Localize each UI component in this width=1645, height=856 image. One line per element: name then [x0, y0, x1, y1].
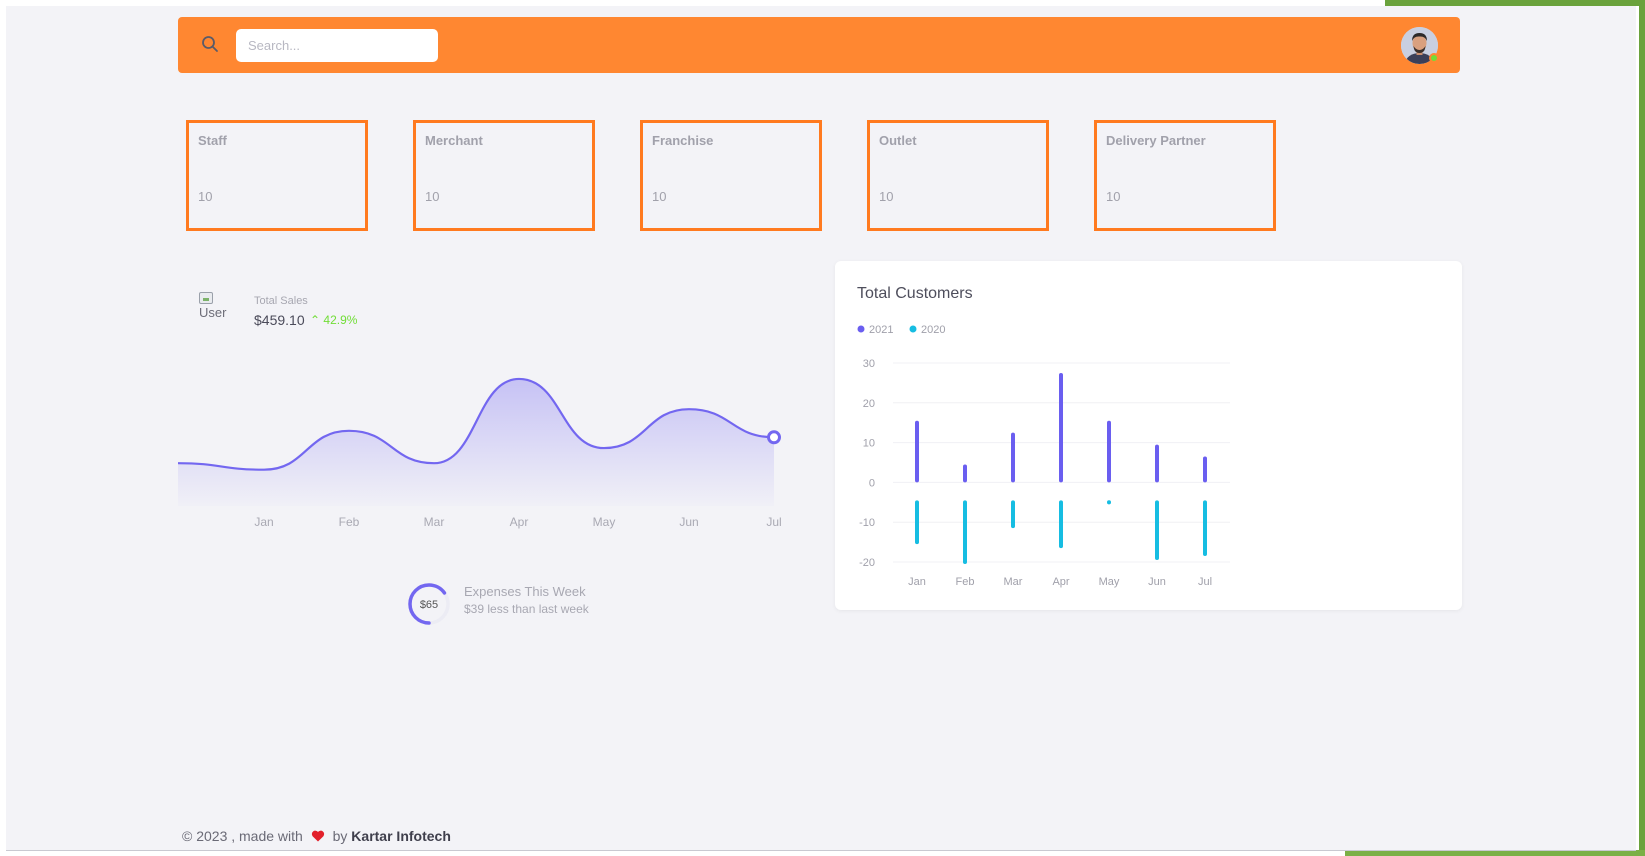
expenses-subtitle: $39 less than last week	[464, 602, 589, 616]
sales-change: ⌃ 42.9%	[310, 313, 357, 327]
total-customers-card: Total Customers 2021 2020 30 20 10 0 -10 -20 Jan…	[835, 261, 1462, 610]
chevron-up-icon: ⌃	[310, 313, 321, 327]
x-tick-label: Mar	[424, 515, 445, 529]
slide-decoration-right	[1639, 0, 1645, 856]
ring-progress	[408, 583, 450, 625]
company-link[interactable]: Kartar Infotech	[351, 828, 451, 844]
x-tick-label: Jun	[679, 515, 698, 529]
x-tick-label: Jul	[766, 515, 781, 529]
top-navbar	[178, 17, 1460, 73]
y-tick-label: 30	[863, 358, 875, 370]
stat-title: Merchant	[425, 133, 483, 148]
y-tick-label: -10	[859, 517, 875, 529]
total-sales-label: Total Sales	[254, 295, 308, 307]
x-tick-label: Apr	[510, 515, 529, 529]
expenses-amount: $65	[420, 599, 438, 611]
x-tick-label: Mar	[1004, 576, 1023, 588]
footer-prefix: © 2023 , made with	[182, 828, 303, 844]
total-sales-value: $459.10	[254, 312, 305, 328]
legend-marker	[909, 325, 917, 333]
sales-change-value: 42.9%	[323, 313, 358, 327]
heart-icon	[311, 830, 324, 842]
x-tick-label: Jun	[1148, 576, 1166, 588]
x-tick-label: Feb	[339, 515, 360, 529]
stat-title: Franchise	[652, 133, 714, 148]
search-input[interactable]	[236, 29, 438, 62]
x-tick-label: May	[1099, 576, 1120, 588]
y-tick-label: 0	[869, 477, 875, 489]
user-image-broken: User	[199, 292, 235, 320]
y-tick-label: -20	[859, 557, 875, 569]
sales-line-series	[178, 377, 775, 471]
x-tick-label: May	[593, 515, 616, 529]
stat-value: 10	[198, 189, 213, 204]
legend-label: 2020	[921, 324, 945, 336]
y-tick-label: 20	[863, 398, 875, 410]
expenses-progress-ring: $65	[408, 583, 450, 625]
total-customers-chart: 2021 2020 30 20 10 0 -10 -20 Jan Feb Mar Apr May Jun J…	[857, 324, 1230, 588]
x-tick-label: Jan	[254, 515, 273, 529]
slide-decoration-top	[1385, 0, 1645, 6]
stat-title: Staff	[198, 133, 227, 148]
footer: © 2023 , made with by Kartar Infotech	[182, 828, 451, 844]
footer-by: by	[332, 828, 348, 844]
stat-value: 10	[1106, 189, 1121, 204]
legend-label: 2021	[869, 324, 893, 336]
x-tick-label: Jul	[1198, 576, 1212, 588]
y-tick-label: 10	[863, 438, 875, 450]
stat-value: 10	[879, 189, 894, 204]
image-alt-text: User	[199, 305, 227, 320]
stat-card-delivery-partner[interactable]: Delivery Partner 10	[1094, 120, 1276, 231]
online-status-dot	[1429, 53, 1439, 63]
sales-line-chart: Jan Feb Mar Apr May Jun Jul	[178, 377, 782, 529]
total-customers-title: Total Customers	[857, 285, 973, 302]
x-tick-label: Jan	[908, 576, 926, 588]
stat-value: 10	[652, 189, 667, 204]
search-icon[interactable]	[200, 34, 220, 54]
expenses-title: Expenses This Week	[464, 584, 586, 599]
sales-endpoint-marker	[767, 430, 781, 445]
stat-title: Delivery Partner	[1106, 133, 1206, 148]
x-tick-label: Apr	[1052, 576, 1069, 588]
dashboard: Staff 10 Merchant 10 Franchise 10 Outlet…	[6, 6, 1636, 851]
legend-marker	[857, 325, 865, 333]
stat-card-outlet[interactable]: Outlet 10	[867, 120, 1049, 231]
stat-card-merchant[interactable]: Merchant 10	[413, 120, 595, 231]
sales-area-fill	[178, 378, 774, 506]
stat-value: 10	[425, 189, 440, 204]
broken-image-icon	[199, 292, 213, 304]
slide-decoration-bottom	[1345, 850, 1645, 856]
stat-card-franchise[interactable]: Franchise 10	[640, 120, 822, 231]
stat-card-staff[interactable]: Staff 10	[186, 120, 368, 231]
x-tick-label: Feb	[956, 576, 975, 588]
user-avatar[interactable]	[1401, 27, 1439, 73]
stat-title: Outlet	[879, 133, 917, 148]
